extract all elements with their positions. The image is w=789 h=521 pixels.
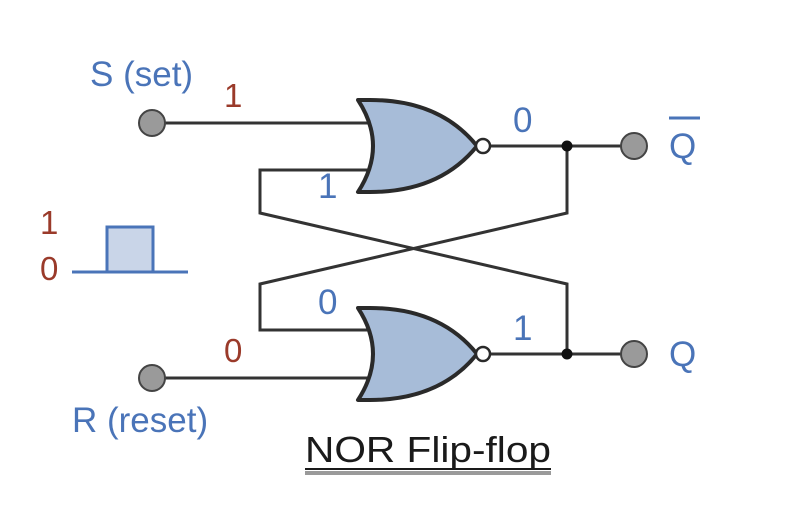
pulse-high-label: 1	[40, 204, 58, 241]
reset-input-value: 0	[224, 332, 242, 369]
q-bar-output-label: Q	[669, 127, 696, 166]
junction-node-bottom	[561, 348, 573, 360]
q-bar-terminal	[620, 132, 648, 160]
title-shadow-bar	[305, 471, 551, 475]
set-terminal[interactable]	[138, 109, 166, 137]
set-input-value: 1	[224, 77, 242, 114]
diagram-title: NOR Flip-flop	[305, 429, 551, 470]
bottom-gate-feedback-value: 0	[318, 283, 337, 322]
nor-gate-bottom	[356, 306, 492, 402]
wires	[150, 121, 636, 380]
feedback-wire-qbar	[258, 144, 569, 332]
junction-node-top	[561, 140, 573, 152]
q-output-value: 1	[513, 309, 532, 348]
top-gate-feedback-value: 1	[318, 167, 337, 206]
reset-input-label: R (reset)	[72, 401, 208, 440]
q-output-label: Q	[669, 335, 696, 374]
pulse-waveform-icon	[72, 225, 188, 274]
nor-gate-top	[356, 98, 492, 194]
pulse-low-label: 0	[40, 250, 58, 287]
q-terminal	[620, 340, 648, 368]
set-input-label: S (set)	[90, 55, 193, 94]
reset-terminal[interactable]	[138, 364, 166, 392]
nor-gate-bottom-bubble	[474, 345, 492, 363]
nor-gate-top-bubble	[474, 137, 492, 155]
q-bar-output-value: 0	[513, 101, 532, 140]
feedback-wire-q	[258, 168, 569, 356]
